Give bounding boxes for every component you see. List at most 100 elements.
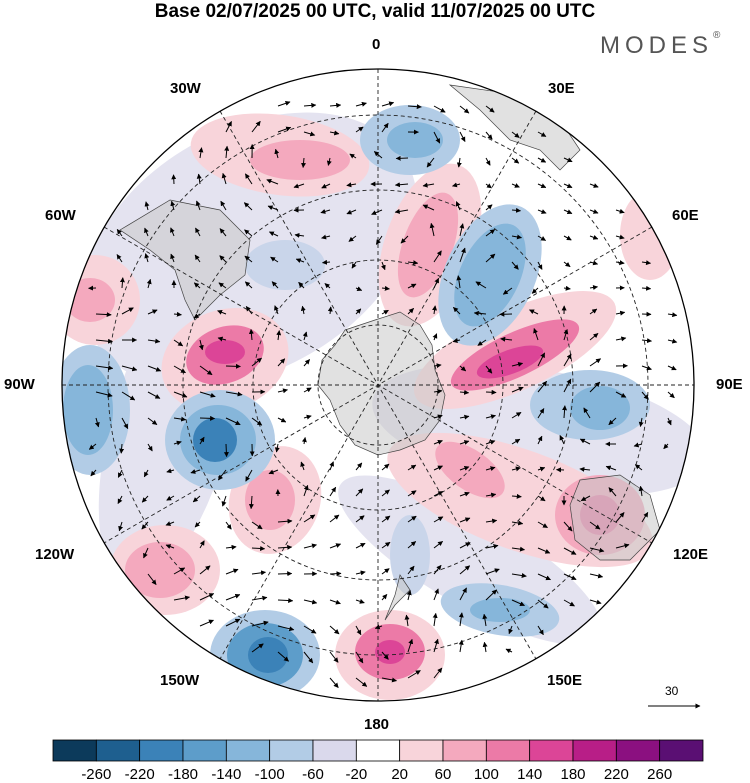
wind-arrow [615, 391, 627, 398]
wind-arrow [329, 514, 340, 523]
wind-arrow [663, 443, 669, 450]
wind-arrow [407, 638, 414, 653]
wind-arrow [455, 201, 461, 211]
wind-arrow [277, 388, 288, 394]
wind-arrow [173, 567, 186, 575]
wind-arrow [485, 204, 493, 211]
wind-arrow [422, 182, 435, 188]
wind-arrow [225, 391, 243, 397]
map-border [61, 68, 695, 702]
wind-arrow [500, 336, 513, 342]
wind-arrow [641, 511, 649, 523]
colorbar-swatch [95, 739, 141, 762]
lon-label-120w: 120W [35, 546, 75, 563]
wind-arrow [459, 587, 467, 601]
wind-arrow [355, 677, 368, 687]
wind-arrow [422, 204, 435, 211]
wind-arrow [248, 495, 254, 510]
wind-arrow [303, 651, 314, 664]
wind-arrow [118, 521, 124, 532]
wind-arrow [589, 333, 599, 341]
wind-arrow [615, 543, 630, 549]
wind-arrow [329, 571, 342, 577]
wind-arrow [190, 469, 201, 474]
wind-arrow [381, 463, 390, 471]
wind-arrow [303, 131, 316, 137]
wind-arrow [329, 625, 340, 635]
wind-arrow [511, 207, 521, 213]
wind-arrow [395, 155, 409, 161]
wind-arrow [329, 651, 339, 663]
wind-arrow [221, 495, 227, 507]
lon-label-30e: 30E [548, 80, 575, 97]
wind-arrow [381, 309, 389, 315]
wind-arrow [380, 261, 386, 271]
lon-label-150w: 150W [160, 672, 200, 689]
wind-arrow [355, 625, 362, 636]
wind-arrow [144, 253, 150, 263]
wind-arrow [634, 464, 643, 471]
wind-arrow [511, 493, 522, 499]
colorbar-swatch [485, 739, 531, 762]
wind-arrow [277, 126, 292, 133]
wind-arrow [563, 285, 571, 291]
wind-arrow [537, 495, 546, 502]
wind-arrow [303, 414, 312, 420]
wind-arrow [199, 391, 216, 398]
colorbar-swatch [442, 739, 487, 762]
wind-arrow [244, 281, 253, 289]
wind-arrow [303, 514, 316, 523]
wind-arrow [374, 624, 383, 630]
wind-arrow [589, 521, 601, 530]
colorbar-swatch [399, 739, 444, 762]
wind-arrow [641, 260, 651, 266]
negative-anomalies [62, 105, 650, 700]
wind-arrow [589, 573, 604, 579]
wind-arrow [225, 593, 241, 601]
wind-arrow [407, 565, 415, 575]
wind-arrow [141, 495, 149, 503]
wind-arrow [225, 618, 241, 627]
wind-arrow [225, 121, 232, 133]
wind-arrow [244, 173, 253, 185]
wind-arrow [267, 205, 279, 211]
wind-arrow [459, 365, 467, 372]
wind-arrow [346, 209, 357, 215]
wind-arrow [407, 260, 419, 266]
wind-arrow [173, 339, 184, 347]
wind-arrow [147, 417, 158, 426]
wind-arrow [276, 330, 282, 341]
wind-arrow [251, 521, 263, 530]
wind-arrow [459, 247, 466, 263]
wind-arrow [485, 589, 497, 601]
wind-arrow [173, 365, 186, 374]
wind-arrow [433, 131, 441, 144]
wind-arrow [116, 254, 123, 263]
wind-arrow [589, 308, 598, 315]
wind-arrow [381, 677, 397, 683]
wind-arrow [170, 200, 176, 211]
wind-arrow [638, 417, 644, 427]
wind-arrow [199, 593, 215, 601]
wind-arrow [537, 131, 547, 137]
wind-arrow [404, 614, 410, 627]
wind-arrow [219, 228, 227, 237]
wind-arrow [274, 305, 279, 315]
wind-arrow [485, 183, 492, 189]
colorbar-swatch [139, 739, 184, 762]
wind-arrow [274, 148, 280, 159]
wind-arrow [485, 131, 493, 140]
wind-arrow [351, 261, 357, 269]
wind-arrow [537, 521, 548, 529]
wind-arrow [266, 178, 279, 185]
wind-arrow [537, 573, 551, 581]
wind-arrow [433, 388, 443, 394]
wind-reference-label: 30 [665, 684, 679, 698]
wind-arrow [459, 440, 470, 445]
wind-arrow [322, 259, 331, 265]
wind-arrow [433, 465, 443, 471]
wind-arrow [432, 305, 438, 315]
wind-arrow [511, 361, 524, 367]
wind-arrow [458, 639, 464, 653]
wind-arrow [615, 260, 625, 266]
